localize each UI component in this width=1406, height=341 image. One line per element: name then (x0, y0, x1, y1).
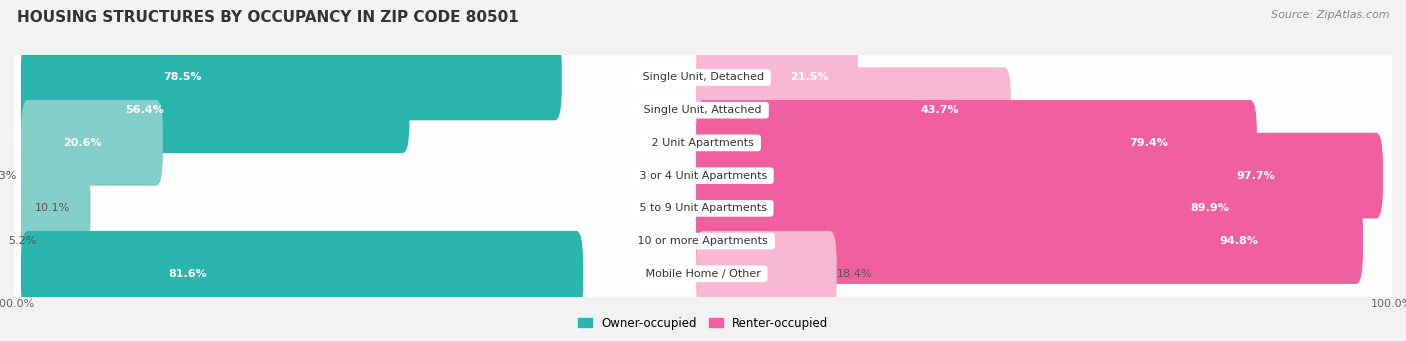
Text: 20.6%: 20.6% (63, 138, 103, 148)
FancyBboxPatch shape (11, 212, 1395, 336)
FancyBboxPatch shape (696, 67, 1011, 153)
Text: 3 or 4 Unit Apartments: 3 or 4 Unit Apartments (636, 170, 770, 181)
FancyBboxPatch shape (21, 67, 409, 153)
FancyBboxPatch shape (696, 198, 1362, 284)
FancyBboxPatch shape (11, 48, 1395, 172)
FancyBboxPatch shape (11, 114, 1395, 237)
FancyBboxPatch shape (21, 133, 37, 219)
Text: Single Unit, Attached: Single Unit, Attached (641, 105, 765, 115)
Text: HOUSING STRUCTURES BY OCCUPANCY IN ZIP CODE 80501: HOUSING STRUCTURES BY OCCUPANCY IN ZIP C… (17, 10, 519, 25)
Text: 2 Unit Apartments: 2 Unit Apartments (648, 138, 758, 148)
FancyBboxPatch shape (696, 133, 1384, 219)
Text: 2.3%: 2.3% (0, 170, 15, 181)
Text: Mobile Home / Other: Mobile Home / Other (641, 269, 765, 279)
FancyBboxPatch shape (21, 34, 562, 120)
Text: 21.5%: 21.5% (790, 72, 830, 83)
Text: 5.2%: 5.2% (7, 236, 37, 246)
FancyBboxPatch shape (696, 165, 1329, 251)
Text: 5 to 9 Unit Apartments: 5 to 9 Unit Apartments (636, 203, 770, 213)
Text: 10.1%: 10.1% (35, 203, 70, 213)
FancyBboxPatch shape (11, 179, 1395, 303)
Legend: Owner-occupied, Renter-occupied: Owner-occupied, Renter-occupied (572, 312, 834, 334)
Text: 89.9%: 89.9% (1191, 203, 1229, 213)
Text: Source: ZipAtlas.com: Source: ZipAtlas.com (1271, 10, 1389, 20)
FancyBboxPatch shape (696, 100, 1257, 186)
FancyBboxPatch shape (696, 231, 837, 317)
FancyBboxPatch shape (11, 147, 1395, 270)
Text: 78.5%: 78.5% (163, 72, 201, 83)
FancyBboxPatch shape (21, 100, 163, 186)
FancyBboxPatch shape (21, 165, 90, 251)
FancyBboxPatch shape (21, 231, 583, 317)
Text: 94.8%: 94.8% (1219, 236, 1258, 246)
Text: 97.7%: 97.7% (1236, 170, 1275, 181)
Text: 56.4%: 56.4% (125, 105, 163, 115)
FancyBboxPatch shape (11, 81, 1395, 205)
Text: 79.4%: 79.4% (1129, 138, 1168, 148)
FancyBboxPatch shape (11, 16, 1395, 139)
Text: 18.4%: 18.4% (837, 269, 872, 279)
FancyBboxPatch shape (21, 198, 56, 284)
Text: 10 or more Apartments: 10 or more Apartments (634, 236, 772, 246)
Text: 43.7%: 43.7% (921, 105, 959, 115)
FancyBboxPatch shape (696, 34, 858, 120)
Text: 81.6%: 81.6% (169, 269, 207, 279)
Text: Single Unit, Detached: Single Unit, Detached (638, 72, 768, 83)
